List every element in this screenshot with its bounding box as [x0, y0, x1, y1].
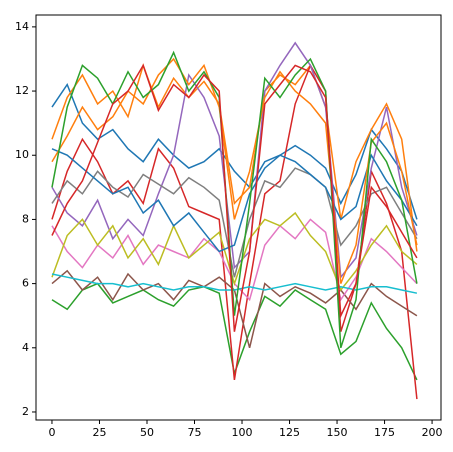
line-series: [51, 148, 418, 253]
x-tick-label: 50: [140, 426, 154, 439]
x-tick-label: 125: [279, 426, 300, 439]
y-tick-label: 6: [22, 277, 29, 290]
line-series: [51, 63, 418, 332]
y-tick-label: 10: [15, 148, 29, 161]
line-series: [51, 83, 418, 220]
y-tick-label: 2: [22, 405, 29, 418]
line-series: [51, 63, 418, 252]
line-series: [51, 273, 418, 294]
line-series: [51, 211, 418, 292]
x-tick-label: 150: [327, 426, 348, 439]
y-tick-label: 12: [15, 84, 29, 97]
x-tick-label: 75: [188, 426, 202, 439]
line-series: [51, 57, 418, 284]
plot-frame: [35, 14, 442, 421]
x-tick-label: 0: [48, 426, 55, 439]
y-tick-label: 14: [15, 20, 29, 33]
line-series: [51, 167, 418, 278]
line-series: [51, 41, 418, 280]
x-tick-label: 200: [422, 426, 443, 439]
y-tick-label: 8: [22, 212, 29, 225]
x-tick-label: 25: [92, 426, 106, 439]
x-tick-label: 175: [374, 426, 395, 439]
x-tick-label: 100: [232, 426, 253, 439]
y-tick-label: 4: [22, 341, 29, 354]
